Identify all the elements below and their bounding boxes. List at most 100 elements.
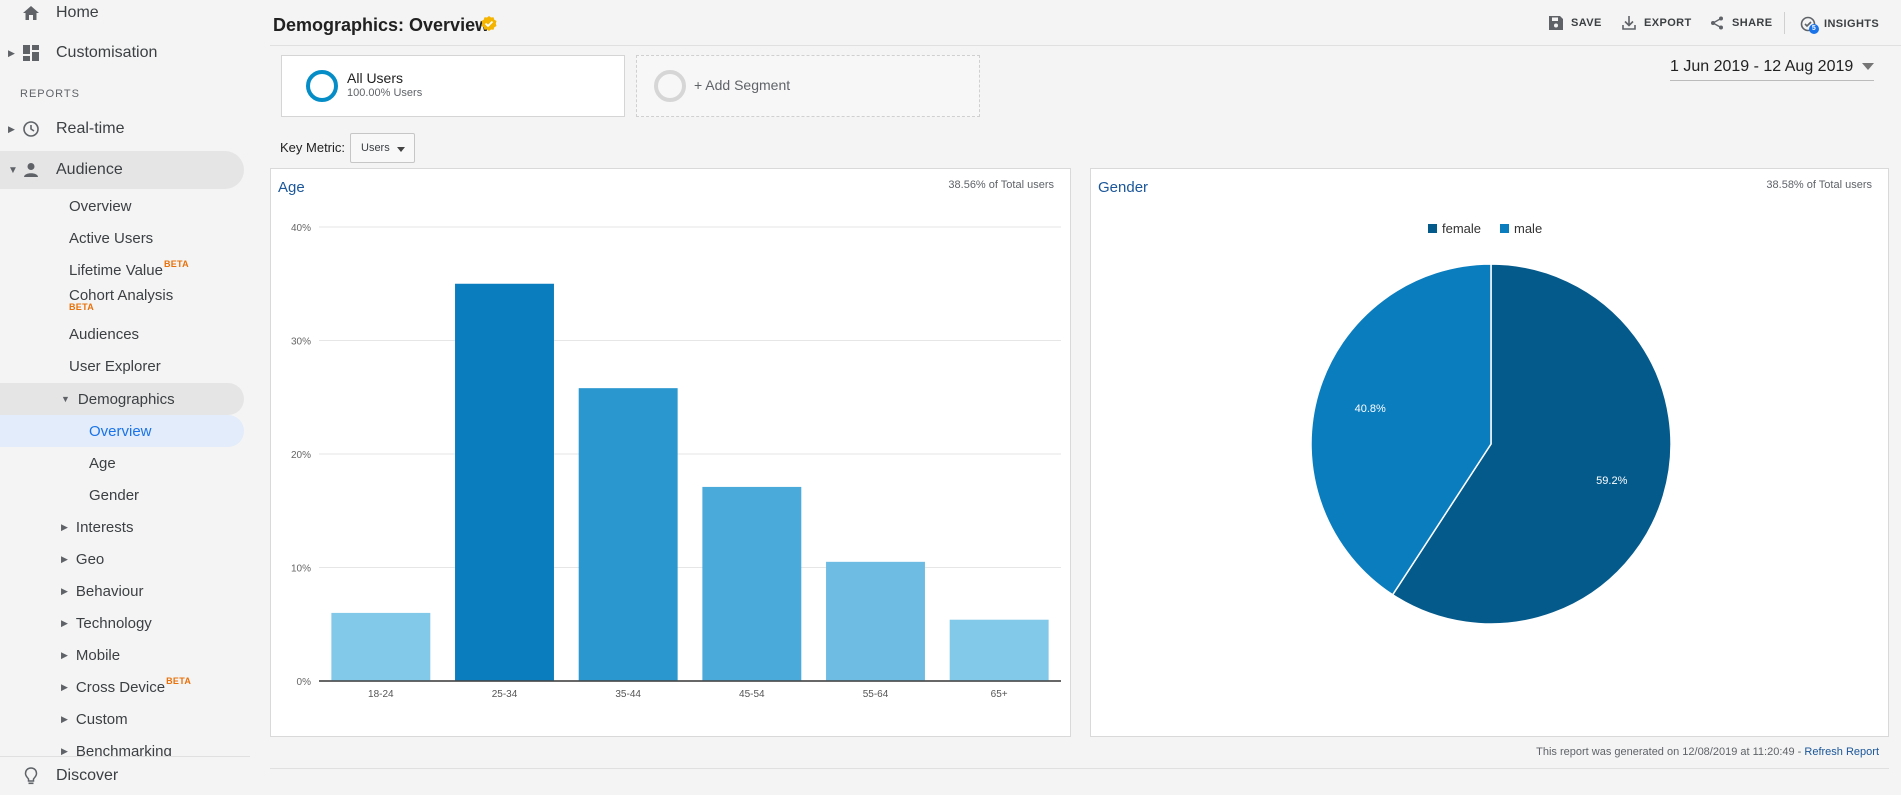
gender-panel-title[interactable]: Gender xyxy=(1098,179,1149,196)
age-bar[interactable] xyxy=(826,561,925,681)
date-range-label: 1 Jun 2019 - 12 Aug 2019 xyxy=(1670,58,1854,75)
sidebar-item-geo[interactable]: ▶ Geo xyxy=(61,543,104,575)
legend-label: female xyxy=(1442,221,1481,236)
gender-panel: Gender 38.58% of Total users 59.2% 40.8% f… xyxy=(1090,168,1889,737)
caret-right-icon: ▶ xyxy=(61,617,68,628)
sidebar-item-audience-overview[interactable]: Overview xyxy=(69,190,132,222)
caret-right-icon: ▶ xyxy=(61,585,68,596)
date-range-picker[interactable]: 1 Jun 2019 - 12 Aug 2019 xyxy=(1670,58,1874,81)
caret-right-icon: ▶ xyxy=(61,681,68,692)
sidebar-item-cross-device[interactable]: ▶ Cross Device BETA xyxy=(61,671,191,703)
sidebar-item-gender[interactable]: Gender xyxy=(89,479,139,511)
add-segment-label: + Add Segment xyxy=(694,77,791,93)
verified-badge-icon xyxy=(481,16,497,31)
pie-slice-male[interactable] xyxy=(1310,263,1492,596)
sidebar-item-user-explorer[interactable]: User Explorer xyxy=(69,350,161,382)
caret-right-icon: ▶ xyxy=(8,47,15,58)
sidebar-item-label: Cross Device xyxy=(75,678,166,696)
sidebar-item-behaviour[interactable]: ▶ Behaviour xyxy=(61,575,143,607)
sidebar-item-label: Benchmarking xyxy=(75,742,172,760)
insights-button[interactable]: 5 INSIGHTS xyxy=(1800,16,1879,34)
x-tick-label: 18-24 xyxy=(368,689,394,700)
sidebar-item-demographics-overview[interactable]: Overview xyxy=(89,415,152,447)
sidebar-item-lifetime-value[interactable]: Lifetime Value BETA xyxy=(69,254,189,286)
active-item-highlight xyxy=(0,415,244,447)
chevron-down-icon xyxy=(397,147,405,152)
legend-swatch xyxy=(1500,224,1509,233)
sidebar-item-label: Active Users xyxy=(69,229,154,247)
sidebar-item-label: Lifetime Value xyxy=(69,261,163,279)
sidebar-item-active-users[interactable]: Active Users xyxy=(69,222,153,254)
sidebar-item-label: Home xyxy=(56,4,99,21)
caret-right-icon: ▶ xyxy=(61,649,68,660)
refresh-report-link[interactable]: Refresh Report xyxy=(1804,746,1879,758)
beta-badge: BETA xyxy=(166,676,192,686)
pie-slice-female[interactable] xyxy=(1391,263,1672,625)
age-panel-title[interactable]: Age xyxy=(278,179,305,196)
age-bar-chart: 0% 10% 20% 30% 40% 18-24 25-34 35-44 45-54 55-64 6… xyxy=(291,223,1061,700)
y-tick-label: 0% xyxy=(297,677,312,688)
dashboard-icon xyxy=(22,44,40,62)
sidebar-item-label: Interests xyxy=(75,518,134,536)
share-icon xyxy=(1711,16,1723,30)
share-label: SHARE xyxy=(1732,17,1773,29)
sidebar-item-interests[interactable]: ▶ Interests xyxy=(61,511,133,543)
sidebar-item-custom[interactable]: ▶ Custom xyxy=(61,703,128,735)
person-icon xyxy=(22,161,40,179)
sidebar-item-label: Real-time xyxy=(56,120,125,137)
header-divider xyxy=(1784,12,1785,34)
key-metric-label: Key Metric: xyxy=(280,140,346,155)
sidebar-item-discover[interactable]: Discover xyxy=(0,756,250,795)
x-tick-label: 65+ xyxy=(991,689,1008,700)
page-title: Demographics: Overview xyxy=(273,15,490,35)
export-button[interactable]: EXPORT xyxy=(1622,16,1692,30)
pie-data-label: 40.8% xyxy=(1355,403,1386,415)
sidebar-item-audiences[interactable]: Audiences xyxy=(69,318,139,350)
age-bar[interactable] xyxy=(578,388,678,681)
beta-badge: BETA xyxy=(69,301,95,312)
sidebar-item-label: Discover xyxy=(56,767,119,784)
segment-subtitle: 100.00% Users xyxy=(347,87,423,99)
save-button[interactable]: SAVE xyxy=(1549,16,1602,30)
sidebar-item-label: Cohort Analysis xyxy=(69,286,174,304)
segment-all-users[interactable]: All Users 100.00% Users xyxy=(281,55,625,117)
legend-swatch xyxy=(1428,224,1437,233)
key-metric-select[interactable]: Users xyxy=(350,133,415,163)
sidebar-item-label: User Explorer xyxy=(69,357,161,375)
sidebar-item-label: Overview xyxy=(69,197,132,215)
share-button[interactable]: SHARE xyxy=(1710,16,1773,30)
sidebar-item-cohort-analysis[interactable]: Cohort Analysis BETA xyxy=(69,280,173,320)
sidebar-item-benchmarking[interactable]: ▶ Benchmarking xyxy=(61,735,172,767)
chevron-down-icon xyxy=(1862,63,1874,70)
sidebar-item-label: Custom xyxy=(75,710,128,728)
add-segment-button[interactable]: + Add Segment xyxy=(636,55,980,117)
insights-count-badge: 5 xyxy=(1809,24,1819,34)
sidebar-item-label: Demographics xyxy=(77,390,175,408)
x-tick-label: 35-44 xyxy=(615,689,641,700)
age-bar[interactable] xyxy=(331,612,431,681)
sidebar-item-label: Overview xyxy=(89,422,152,440)
segment-ring-icon xyxy=(306,70,338,102)
sidebar-item-mobile[interactable]: ▶ Mobile xyxy=(61,639,120,671)
gender-panel-pct: 38.58% of Total users xyxy=(1766,179,1872,191)
segment-ring-icon xyxy=(654,70,686,102)
sidebar-item-demographics[interactable]: ▼ Demographics xyxy=(61,383,175,415)
home-icon xyxy=(22,4,40,22)
age-bar[interactable] xyxy=(455,283,554,681)
sidebar-item-label: Gender xyxy=(89,486,140,504)
sidebar-item-label: Age xyxy=(89,454,116,472)
caret-down-icon: ▼ xyxy=(61,394,70,404)
caret-right-icon: ▶ xyxy=(8,123,15,134)
y-tick-label: 30% xyxy=(291,337,311,348)
y-tick-label: 20% xyxy=(291,450,311,461)
sidebar-item-label: Mobile xyxy=(75,646,121,664)
segment-name: All Users xyxy=(347,70,404,86)
x-tick-label: 45-54 xyxy=(739,689,765,700)
sidebar-item-technology[interactable]: ▶ Technology xyxy=(61,607,152,639)
pie-data-label: 59.2% xyxy=(1596,475,1627,487)
age-bar[interactable] xyxy=(702,486,802,681)
report-header: Demographics: Overview SAVE EXPORT SHARE… xyxy=(270,0,1901,46)
sidebar-item-age[interactable]: Age xyxy=(89,447,116,479)
clock-icon xyxy=(22,120,40,138)
age-bar[interactable] xyxy=(949,619,1049,681)
